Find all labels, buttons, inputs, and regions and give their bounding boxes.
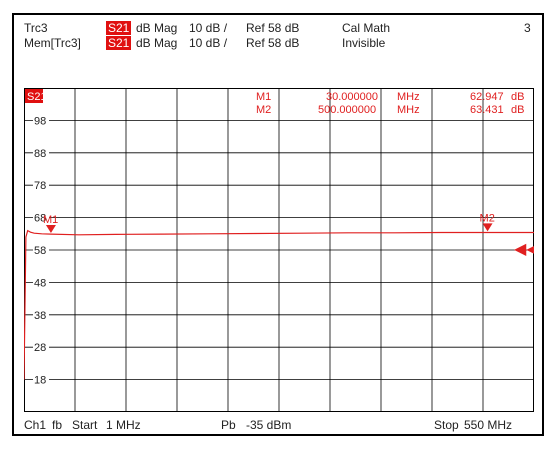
trace-label-chip [25,89,43,103]
trace-scale[interactable]: 10 dB / [189,21,228,35]
trace-name[interactable]: Trc3 [24,21,48,35]
power-value[interactable]: -35 dBm [246,418,292,432]
y-tick-labels: 98 88 78 68 58 48 38 28 18 [33,114,49,387]
y-tick-label: 58 [34,245,46,257]
power-label: Pb [221,418,236,432]
marker-m1-value-unit: dB [511,91,524,103]
channel-footer[interactable]: Ch1 fb Start 1 MHz Pb -35 dBm Stop 550 M… [24,416,534,434]
marker-triangle-m1[interactable] [45,224,56,233]
y-tick-label: 18 [34,375,46,387]
trace-line [24,229,534,380]
memory-format[interactable]: dB Mag [136,36,178,50]
y-tick-label: 48 [34,277,46,289]
y-tick-label: 98 [34,115,46,127]
trace-format[interactable]: dB Mag [136,21,178,35]
channel-number: 3 [524,21,531,35]
y-tick-label: 68 [34,213,46,225]
y-tick-label-bg [33,373,49,386]
marker-info: M1 30.000000 MHz 62.947 dB M2 500.000000… [256,91,524,116]
trace-markers: M1 M2 [43,212,495,233]
channel-mode: fb [52,418,63,432]
vna-display: Trc3 S21 dB Mag 10 dB / Ref 58 dB Cal Ma… [12,13,544,436]
y-tick-label-bg [33,276,49,289]
memory-name[interactable]: Mem[Trc3] [24,36,81,50]
y-tick-label: 28 [34,342,46,354]
marker-m1-freq: 30.000000 [326,91,378,103]
marker-m2-name: M2 [256,104,271,116]
marker-m2-value-unit: dB [511,104,524,116]
start-label: Start [72,418,98,432]
diagram-area[interactable]: 98 88 78 68 58 48 38 28 18 S21 M1 30.000000 MHz … [24,88,534,412]
marker-label-m1: M1 [43,214,58,226]
reference-arrow-icon[interactable]: ◀◀ [514,241,534,258]
memory-visibility[interactable]: Invisible [342,36,386,50]
memory-ref[interactable]: Ref 58 dB [246,36,300,50]
y-tick-label: 88 [34,148,46,160]
memory-header[interactable]: Mem[Trc3] S21 dB Mag 10 dB / Ref 58 dB I… [24,36,534,50]
trace-param-chip[interactable]: S21 [106,21,132,35]
stop-label: Stop [434,418,459,432]
marker-m2-freq: 500.000000 [318,104,376,116]
y-tick-label-bg [33,341,49,354]
marker-label-m2: M2 [480,212,495,224]
y-tick-label-bg [33,146,49,159]
marker-m1-value: 62.947 [470,91,504,103]
y-tick-label-bg [33,114,49,127]
trace-header[interactable]: Trc3 S21 dB Mag 10 dB / Ref 58 dB Cal Ma… [24,21,534,35]
y-tick-label-bg [33,308,49,321]
y-tick-label-bg [33,211,49,224]
marker-m1-unit: MHz [397,91,420,103]
y-tick-label-bg [33,244,49,256]
channel-label[interactable]: Ch1 [24,418,47,432]
marker-m1-name: M1 [256,91,271,103]
y-tick-label: 38 [34,310,46,322]
y-tick-label-bg [33,179,49,192]
grid [24,88,534,412]
marker-triangle-m2[interactable] [482,223,493,232]
y-tick-label: 78 [34,180,46,192]
stop-value[interactable]: 550 MHz [464,418,513,432]
memory-param-chip[interactable]: S21 [106,36,132,50]
trace-ref[interactable]: Ref 58 dB [246,21,300,35]
trace-math[interactable]: Cal Math [342,21,391,35]
memory-scale[interactable]: 10 dB / [189,36,228,50]
start-value[interactable]: 1 MHz [106,418,141,432]
trace-label: S21 [27,91,47,103]
marker-m2-value: 63.431 [470,104,504,116]
marker-m2-unit: MHz [397,104,420,116]
